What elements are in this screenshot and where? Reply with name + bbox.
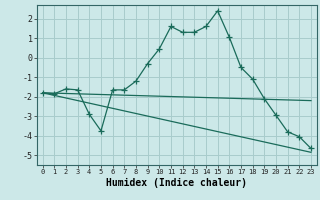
X-axis label: Humidex (Indice chaleur): Humidex (Indice chaleur) — [106, 178, 247, 188]
